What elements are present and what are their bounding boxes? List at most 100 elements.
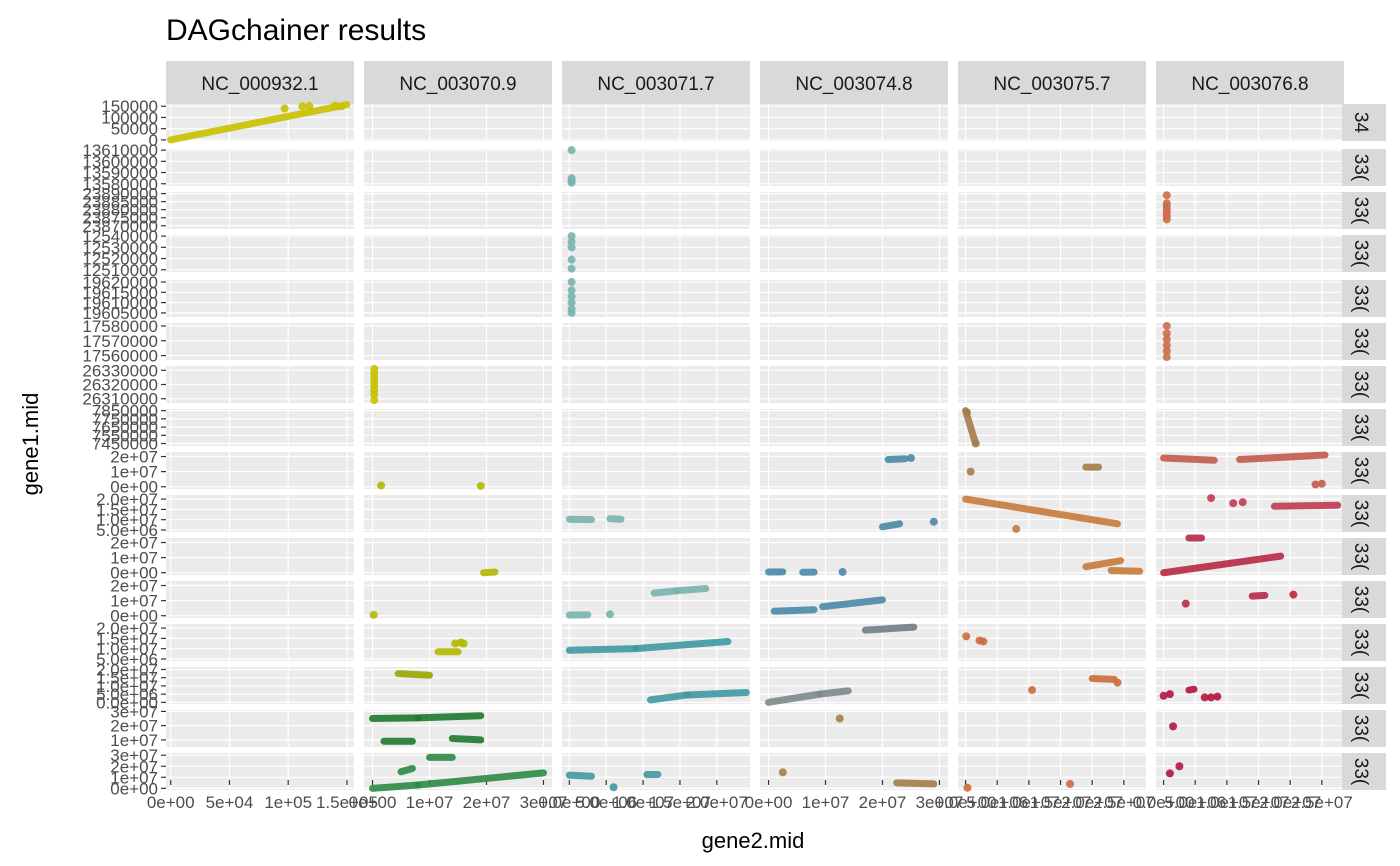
row-strip — [1342, 280, 1386, 317]
column-strip — [958, 61, 1146, 104]
panel-background — [958, 753, 1146, 790]
column-strip — [760, 61, 948, 104]
row-strip-label: 34 — [1350, 112, 1371, 134]
row-strip-label: 33( — [1350, 586, 1371, 614]
data-run — [394, 670, 434, 679]
data-series — [1207, 494, 1342, 510]
y-tick-label: 1.0e+07 — [96, 677, 158, 696]
data-point — [305, 101, 314, 110]
panel-background — [760, 710, 948, 747]
y-axis-label: gene1.mid — [18, 393, 43, 496]
panel-background — [958, 452, 1146, 489]
x-tick-label: 1.5e+07 — [1228, 793, 1290, 812]
panel-background — [1156, 581, 1344, 618]
data-series — [434, 638, 468, 656]
row-strip-label: 33( — [1350, 414, 1371, 442]
data-point — [605, 610, 614, 619]
data-run — [646, 691, 691, 704]
data-series — [1169, 722, 1178, 731]
data-series — [962, 495, 1122, 533]
data-series — [1165, 762, 1184, 778]
row-strip — [1342, 235, 1386, 272]
data-point — [1162, 347, 1171, 356]
data-point — [567, 255, 576, 264]
y-tick-label: 5.0e+06 — [96, 521, 158, 540]
data-point — [1162, 341, 1171, 350]
panel-background — [958, 280, 1146, 317]
row-strip-label: 33( — [1350, 672, 1371, 700]
x-tick-label: 2.0e+07 — [1061, 793, 1123, 812]
data-point — [1162, 329, 1171, 338]
data-series — [1162, 191, 1171, 224]
x-tick-label: 0e+00 — [745, 793, 793, 812]
panel-background — [760, 192, 948, 229]
y-tick-label: 19620000 — [82, 273, 158, 292]
data-run — [414, 712, 485, 722]
row-strip — [1342, 624, 1386, 661]
panel-background — [364, 104, 552, 141]
data-point — [1012, 524, 1021, 533]
column-strip-label: NC_003074.8 — [795, 74, 912, 95]
y-tick-label: 1.5e+07 — [96, 629, 158, 648]
data-series — [394, 670, 434, 679]
data-point — [778, 768, 787, 777]
panel-background — [364, 235, 552, 272]
data-series — [1162, 321, 1171, 362]
data-series — [369, 753, 547, 792]
panel-background — [1156, 323, 1344, 360]
y-tick-label: 7750000 — [92, 410, 158, 429]
data-point — [971, 439, 980, 448]
x-tick-label: 0e+00 — [349, 793, 397, 812]
y-tick-label: 0.0e+00 — [96, 693, 158, 712]
data-series — [480, 568, 499, 577]
y-tick-label: 5.0e+06 — [96, 685, 158, 704]
row-strip-label: 33( — [1350, 285, 1371, 313]
panel-background — [1156, 753, 1344, 790]
x-tick-label: 1.5e+07 — [649, 793, 711, 812]
y-tick-label: 5.0e+06 — [96, 650, 158, 669]
x-tick-label: 5.0e+06 — [575, 793, 637, 812]
data-series — [962, 407, 980, 448]
data-point — [1165, 690, 1174, 699]
data-series — [1160, 451, 1329, 489]
data-series — [765, 567, 847, 576]
data-series — [646, 688, 750, 704]
data-point — [567, 286, 576, 295]
data-point — [1162, 191, 1171, 200]
panel-background — [958, 323, 1146, 360]
row-strip-label: 33( — [1350, 457, 1371, 485]
x-tick-label: 0e+00 — [147, 793, 195, 812]
panel-background — [562, 495, 750, 532]
row-strip-label: 33( — [1350, 629, 1371, 657]
data-point — [567, 278, 576, 287]
row-strip — [1342, 452, 1386, 489]
data-point — [835, 714, 844, 723]
data-run — [765, 690, 824, 706]
data-point — [1317, 479, 1326, 488]
y-tick-label: 150000 — [101, 97, 158, 116]
panel-background — [562, 104, 750, 141]
data-series — [167, 101, 351, 144]
y-tick-label: 1e+07 — [110, 549, 158, 568]
y-tick-label: 12540000 — [82, 227, 158, 246]
x-tick-label: 1e+07 — [406, 793, 454, 812]
data-point — [280, 104, 289, 113]
panel-background — [760, 235, 948, 272]
panels: NC_000932.1 NC_003070.9 NC_003071.7 NC_0030… — [82, 61, 1386, 812]
data-point — [838, 567, 847, 576]
data-point — [1175, 762, 1184, 771]
data-point — [567, 237, 576, 246]
data-point — [298, 102, 307, 111]
row-strip-label: 33( — [1350, 715, 1371, 743]
y-tick-label: 23880000 — [82, 201, 158, 220]
panel-background — [1156, 104, 1344, 141]
column-strip-label: NC_003076.8 — [1191, 74, 1308, 95]
data-series — [565, 771, 662, 792]
panel-background — [1156, 495, 1344, 532]
y-tick-label: 50000 — [111, 120, 158, 139]
y-tick-label: 23890000 — [82, 185, 158, 204]
panel-background — [760, 452, 948, 489]
row-strip — [1342, 495, 1386, 532]
y-tick-label: 3e+07 — [110, 702, 158, 721]
